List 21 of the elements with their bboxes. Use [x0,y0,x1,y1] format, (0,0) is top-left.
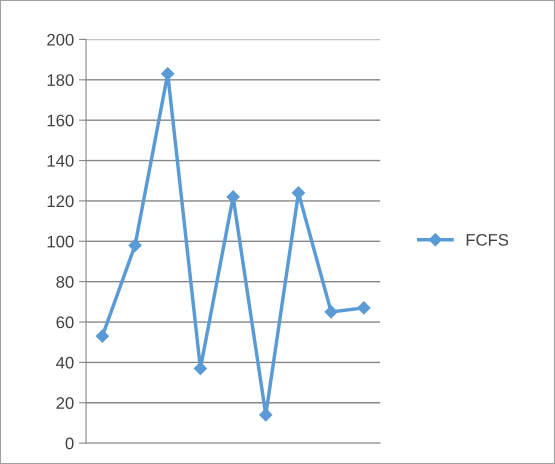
point [259,408,272,422]
y-tick-label: 20 [56,397,74,409]
legend-label: FCFS [466,234,508,246]
y-tick-label: 100 [48,236,74,248]
point [357,301,370,314]
y-tick-label: 160 [48,114,74,126]
y-tick-label: 180 [48,74,74,86]
point [128,238,142,252]
point [96,330,109,343]
y-tick-label: 80 [56,276,74,288]
point [161,67,174,80]
point [194,362,208,376]
y-tick-label: 60 [56,316,74,328]
point [324,305,338,319]
point [226,190,240,204]
y-tick-label: 40 [56,356,74,369]
point [292,186,306,200]
y-tick-label: 140 [48,154,74,167]
y-tick-label: 200 [47,34,74,46]
y-tick-label: 120 [48,195,74,208]
y-tick-label: 0 [66,438,74,450]
